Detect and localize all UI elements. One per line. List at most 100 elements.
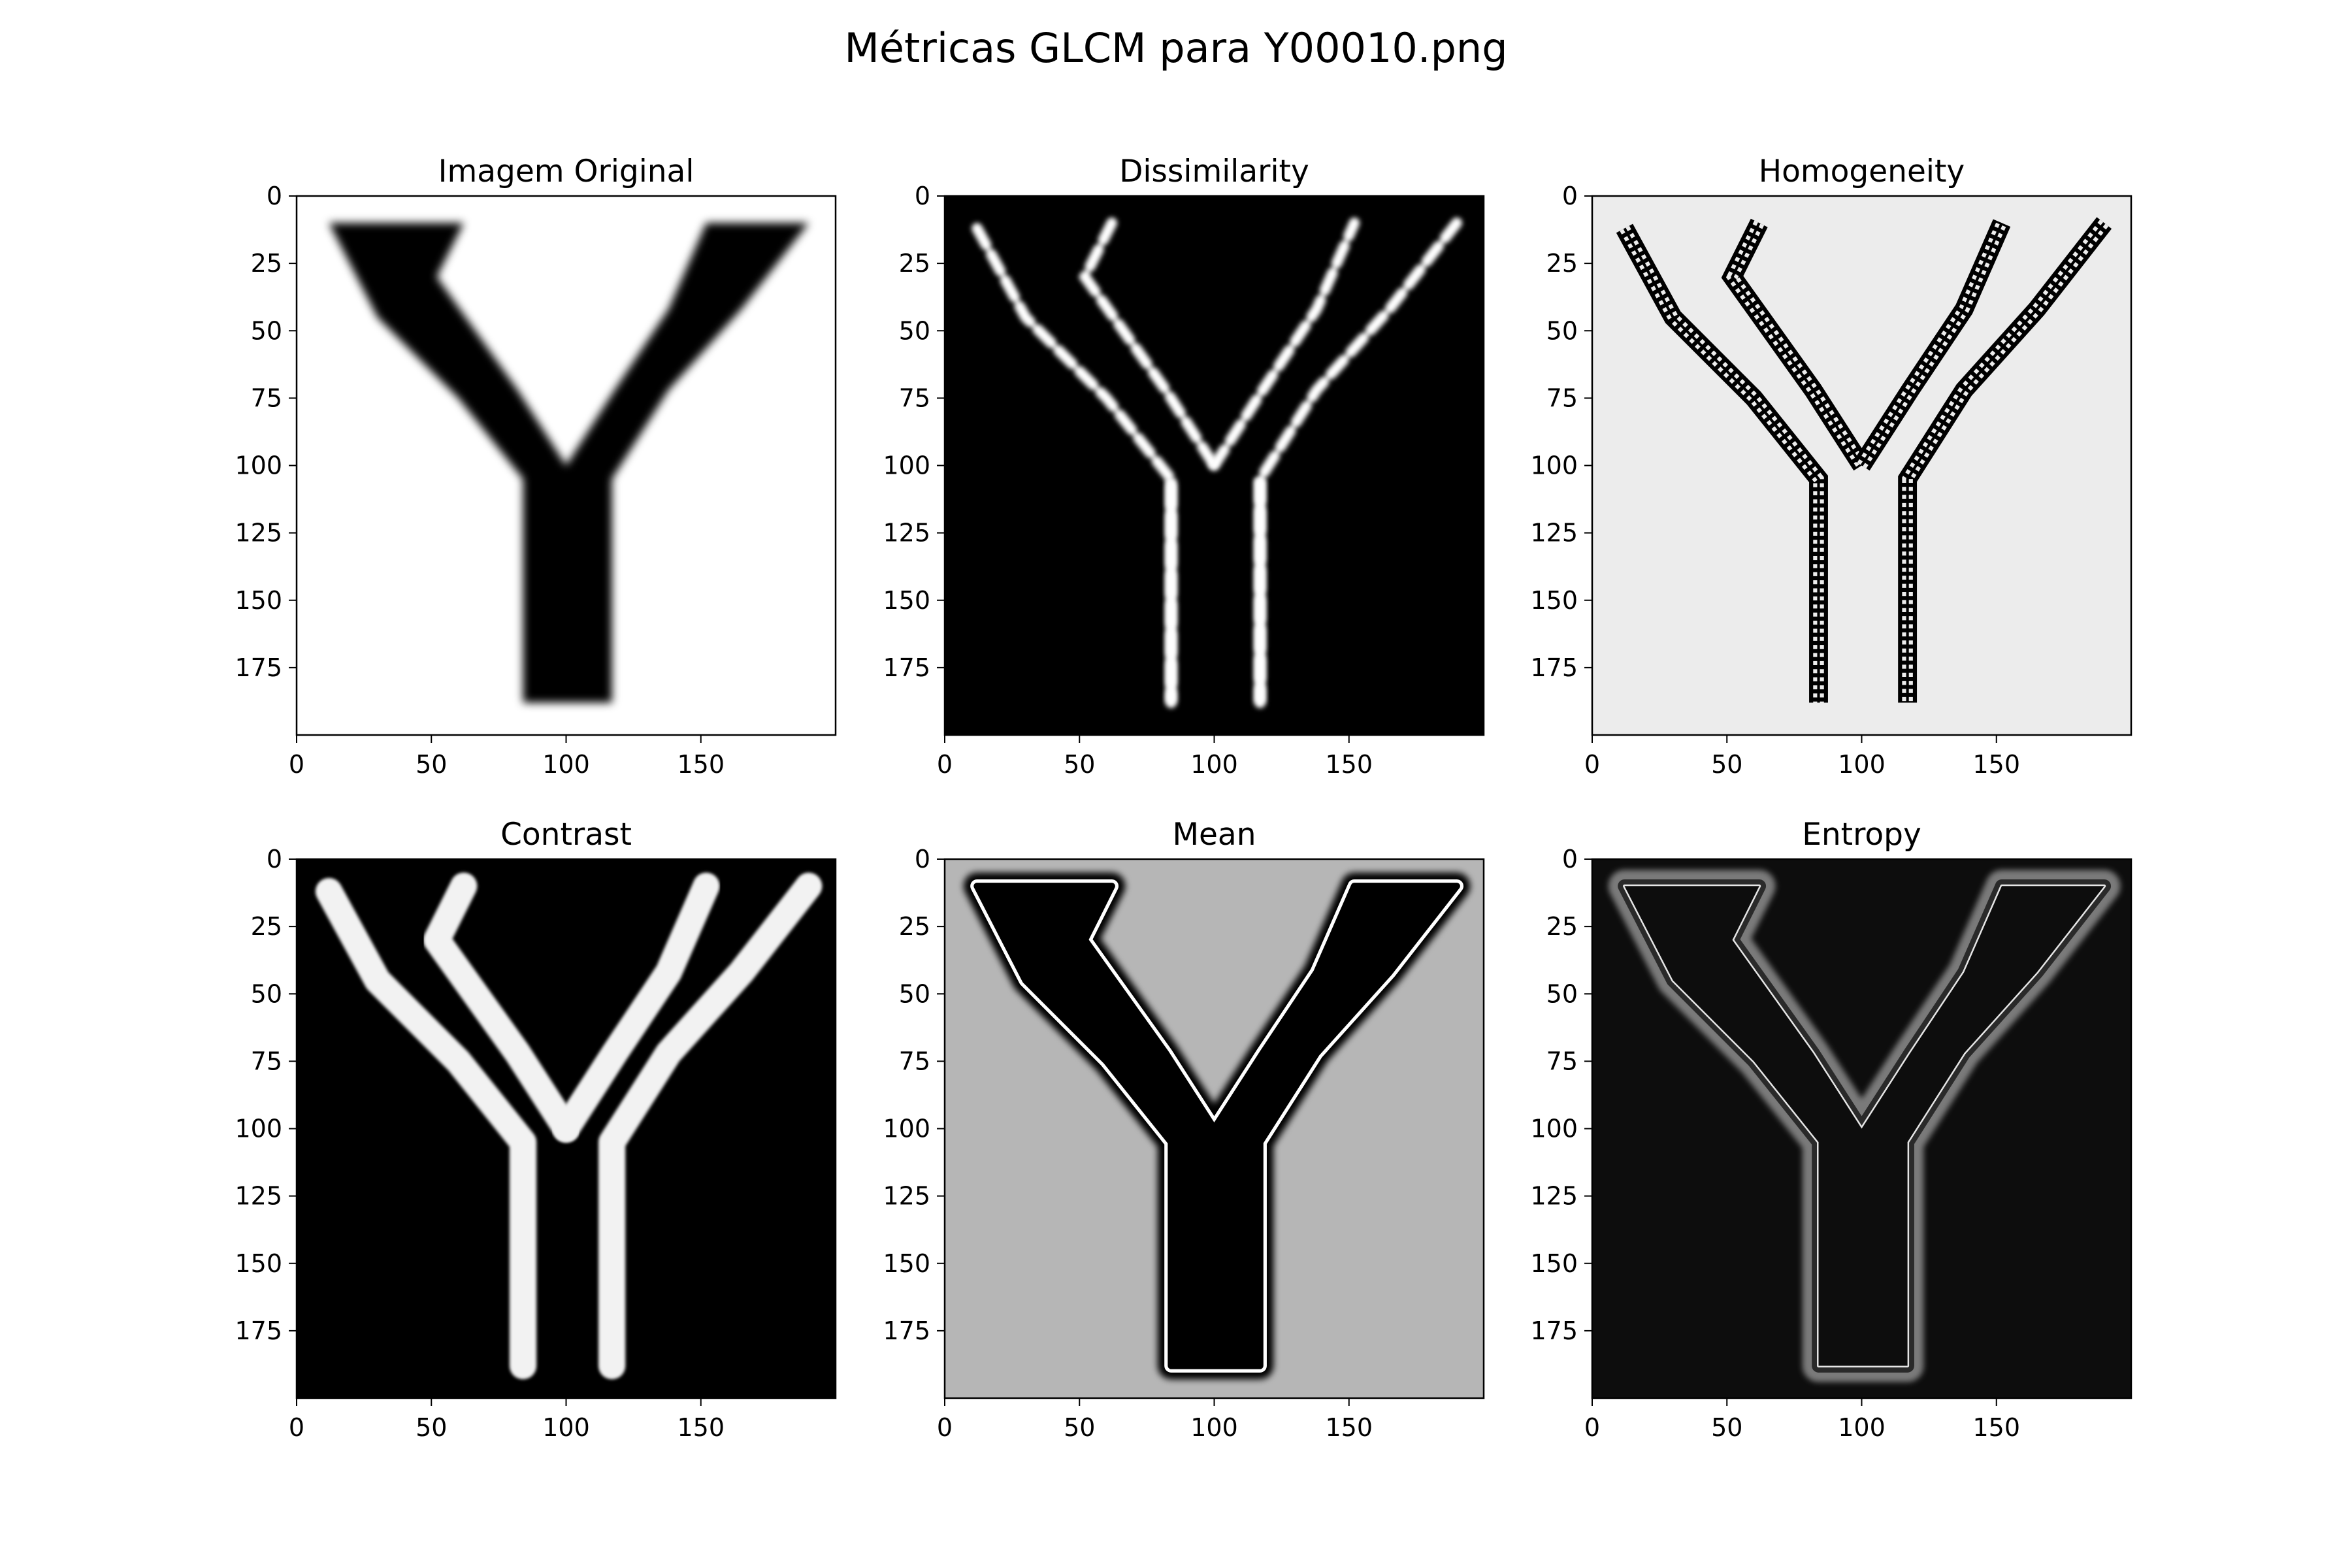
y-tick-label: 125 xyxy=(883,519,930,547)
y-tick-label: 25 xyxy=(1546,912,1578,941)
y-tick-label: 175 xyxy=(883,1316,930,1345)
x-tick-label: 0 xyxy=(937,1413,953,1442)
mean-interior xyxy=(977,886,1457,1366)
y-tick-label: 50 xyxy=(1546,316,1578,345)
y-tick-label: 50 xyxy=(899,316,930,345)
stem-edges xyxy=(1166,479,1266,703)
y-tick-label: 150 xyxy=(235,1249,282,1278)
panel-title: Dissimilarity xyxy=(1119,154,1309,189)
x-tick-label: 0 xyxy=(1584,750,1600,779)
panel-title: Mean xyxy=(1172,817,1256,853)
y-tick-label: 0 xyxy=(267,845,282,874)
heatmap-image xyxy=(945,859,1484,1398)
contrast-band-1 xyxy=(423,872,580,1143)
panel-title: Homogeneity xyxy=(1759,154,1965,189)
y-tick-label: 150 xyxy=(883,1249,930,1278)
x-tick-label: 150 xyxy=(677,1413,725,1442)
y-tick-label: 125 xyxy=(235,1182,282,1211)
x-tick-label: 0 xyxy=(289,750,304,779)
x-tick-label: 150 xyxy=(1972,750,2020,779)
panel-homogeneity: Homogeneity 0 50 100 150 0 25 50 75 100 125 150 175 xyxy=(1530,154,2132,779)
x-tick-label: 50 xyxy=(1711,750,1742,779)
heatmap-content xyxy=(1592,859,2131,1398)
y-tick-label: 0 xyxy=(1562,182,1578,210)
y-tick-label: 125 xyxy=(1530,519,1578,547)
y-tick-label: 0 xyxy=(915,182,930,210)
x-tick-label: 50 xyxy=(416,1413,447,1442)
edge-texture-core-1 xyxy=(1731,222,1863,466)
panel-entropy: Entropy 0 50 100 150 0 25 50 75 100 125 150 175 xyxy=(1530,817,2132,1442)
y-tick-label: 100 xyxy=(235,451,282,480)
x-tick-label: 150 xyxy=(1325,1413,1373,1442)
y-tick-label: 25 xyxy=(1546,249,1578,278)
x-tick-label: 0 xyxy=(1584,1413,1600,1442)
x-tick-label: 100 xyxy=(542,750,590,779)
y-tick-label: 50 xyxy=(251,316,282,345)
y-tick-label: 100 xyxy=(883,1115,930,1143)
x-tick-label: 100 xyxy=(1190,1413,1238,1442)
y-tick-label: 100 xyxy=(883,451,930,480)
heatmap-content xyxy=(945,196,1484,735)
y-tick-label: 50 xyxy=(899,979,930,1008)
heatmap-image xyxy=(945,196,1484,735)
edge-texture-core-3 xyxy=(1906,221,2106,703)
y-tick-label: 175 xyxy=(1530,653,1578,682)
y-tick-label: 175 xyxy=(235,653,282,682)
y-tick-label: 100 xyxy=(1530,1115,1578,1143)
x-tick-label: 150 xyxy=(1325,750,1373,779)
panel-dissimilarity: Dissimilarity 0 50 100 150 0 25 50 75 100 125 150 17… xyxy=(883,154,1485,779)
y-tick-label: 175 xyxy=(1530,1316,1578,1345)
y-tick-label: 150 xyxy=(235,586,282,615)
y-tick-label: 75 xyxy=(1546,1047,1578,1075)
heatmap-content xyxy=(1592,196,2131,735)
y-tick-label: 125 xyxy=(235,519,282,547)
heatmap-content xyxy=(945,859,1484,1398)
heatmap-image xyxy=(1592,196,2131,735)
panels-grid: Imagem Original 0 50 100 150 0 25 50 75 100 125 150… xyxy=(235,154,2132,1442)
y-tick-label: 125 xyxy=(883,1182,930,1211)
x-tick-label: 100 xyxy=(542,1413,590,1442)
heatmap-image xyxy=(297,859,836,1398)
x-tick-label: 0 xyxy=(937,750,953,779)
panel-title: Imagem Original xyxy=(438,154,694,189)
x-tick-label: 50 xyxy=(1711,1413,1742,1442)
x-tick-label: 100 xyxy=(1838,1413,1886,1442)
x-tick-label: 150 xyxy=(677,750,725,779)
y-tick-label: 75 xyxy=(251,384,282,412)
contrast-band-2 xyxy=(552,872,720,1143)
y-tick-label: 75 xyxy=(1546,384,1578,412)
panel-title: Contrast xyxy=(500,817,632,853)
x-tick-label: 0 xyxy=(289,1413,304,1442)
y-tick-label: 25 xyxy=(899,912,930,941)
y-tick-label: 25 xyxy=(899,249,930,278)
panel-mean: Mean 0 50 100 150 0 25 50 75 100 125 150 175 xyxy=(883,817,1485,1442)
x-tick-label: 50 xyxy=(1064,1413,1095,1442)
entropy-interior xyxy=(1624,886,2104,1366)
y-tick-label: 150 xyxy=(883,586,930,615)
edge-texture-core-0 xyxy=(1623,227,1820,703)
edge-texture-core-2 xyxy=(1860,222,2003,466)
panel-original: Imagem Original 0 50 100 150 0 25 50 75 100 125 150… xyxy=(235,154,837,779)
x-tick-label: 150 xyxy=(1972,1413,2020,1442)
x-tick-label: 50 xyxy=(1064,750,1095,779)
heatmap-content xyxy=(297,196,836,735)
y-tick-label: 100 xyxy=(235,1115,282,1143)
y-tick-label: 125 xyxy=(1530,1182,1578,1211)
edge-response-2 xyxy=(1209,218,1360,471)
y-tick-label: 0 xyxy=(1562,845,1578,874)
edge-response-1 xyxy=(1078,218,1220,471)
panel-contrast: Contrast 0 50 100 150 0 25 50 75 100 125 150 175 xyxy=(235,817,837,1442)
figure-title: Métricas GLCM para Y00010.png xyxy=(844,24,1507,72)
y-tick-label: 100 xyxy=(1530,451,1578,480)
y-tick-label: 0 xyxy=(267,182,282,210)
letter-y-shape xyxy=(329,223,809,703)
heatmap-image xyxy=(297,196,836,735)
y-tick-label: 175 xyxy=(883,653,930,682)
x-tick-label: 100 xyxy=(1838,750,1886,779)
panel-title: Entropy xyxy=(1802,817,1921,853)
x-tick-label: 100 xyxy=(1190,750,1238,779)
heatmap-content xyxy=(297,859,836,1398)
y-tick-label: 50 xyxy=(1546,979,1578,1008)
y-tick-label: 150 xyxy=(1530,586,1578,615)
y-tick-label: 150 xyxy=(1530,1249,1578,1278)
